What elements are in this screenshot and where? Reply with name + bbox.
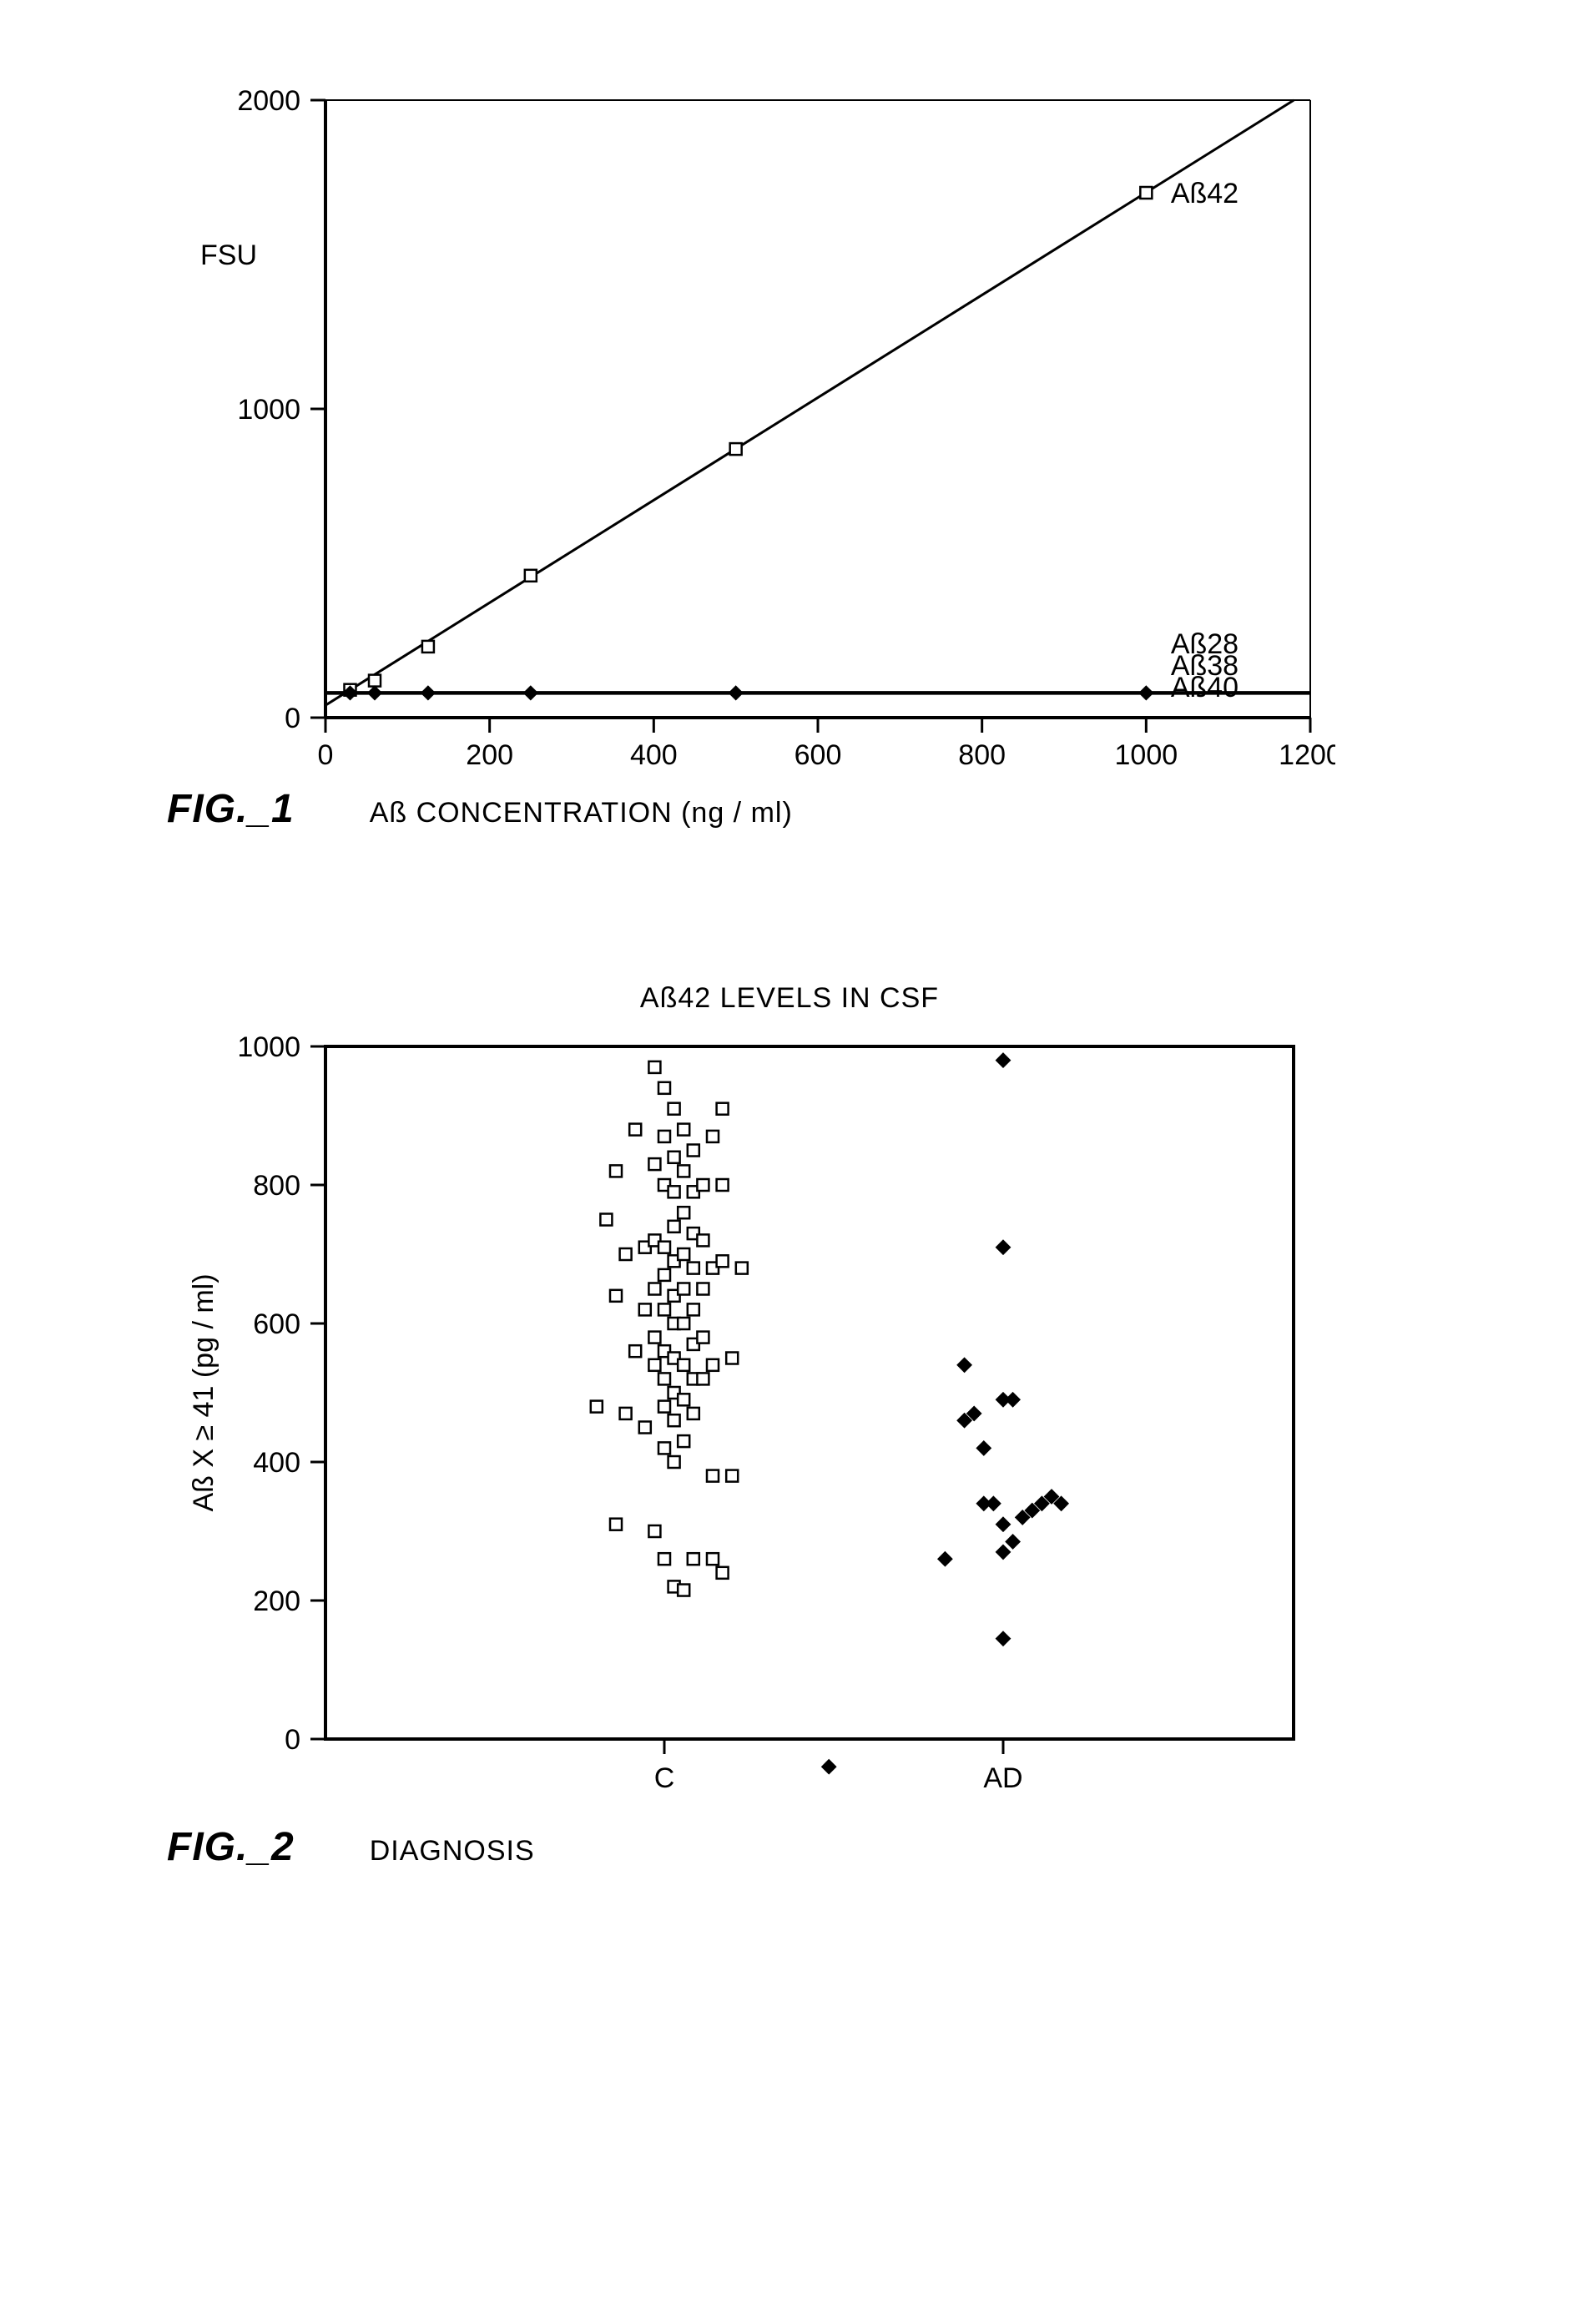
svg-text:800: 800 (958, 739, 1006, 771)
fig1-svg: 020040060080010001200010002000FSUAß42Aß2… (167, 67, 1335, 776)
fig2-svg: 0 200 400 600 800 1000 Aß X ≥ 41 (pg / ml) C AD (167, 1021, 1335, 1814)
svg-text:2000: 2000 (237, 85, 300, 117)
svg-text:200: 200 (466, 739, 513, 771)
svg-text:400: 400 (630, 739, 678, 771)
fig2-title: Aß42 LEVELS IN CSF (167, 982, 1412, 1015)
svg-text:C: C (654, 1762, 675, 1794)
fig1-chart: 020040060080010001200010002000FSUAß42Aß2… (167, 67, 1412, 776)
fig1-label: FIG._1 (167, 786, 295, 832)
svg-text:Aß42: Aß42 (1171, 178, 1238, 209)
svg-text:400: 400 (253, 1447, 300, 1479)
svg-text:600: 600 (795, 739, 842, 771)
fig2-caption-row: FIG._2 DIAGNOSIS (167, 1824, 1412, 1870)
svg-text:0: 0 (285, 1724, 300, 1756)
svg-text:1000: 1000 (1115, 739, 1178, 771)
figure-1: 020040060080010001200010002000FSUAß42Aß2… (167, 67, 1412, 832)
fig2-chart: 0 200 400 600 800 1000 Aß X ≥ 41 (pg / ml) C AD (167, 1021, 1412, 1814)
fig1-caption-row: FIG._1 Aß CONCENTRATION (ng / ml) (167, 786, 1412, 832)
svg-text:Aß X ≥ 41 (pg / ml): Aß X ≥ 41 (pg / ml) (188, 1273, 219, 1511)
svg-text:AD: AD (983, 1762, 1022, 1794)
figure-2: Aß42 LEVELS IN CSF 0 200 400 600 800 1000 Aß X… (167, 982, 1412, 1870)
svg-text:200: 200 (253, 1585, 300, 1617)
svg-text:FSU: FSU (200, 239, 257, 271)
svg-text:1000: 1000 (237, 394, 300, 426)
svg-text:0: 0 (285, 703, 300, 734)
svg-text:800: 800 (253, 1170, 300, 1202)
svg-text:600: 600 (253, 1308, 300, 1340)
svg-text:1200: 1200 (1279, 739, 1335, 771)
fig1-xlabel: Aß CONCENTRATION (ng / ml) (370, 797, 793, 829)
svg-text:Aß40: Aß40 (1171, 672, 1238, 703)
svg-text:1000: 1000 (237, 1031, 300, 1063)
fig2-label: FIG._2 (167, 1824, 295, 1870)
fig2-xlabel: DIAGNOSIS (370, 1835, 535, 1868)
svg-text:0: 0 (318, 739, 334, 771)
